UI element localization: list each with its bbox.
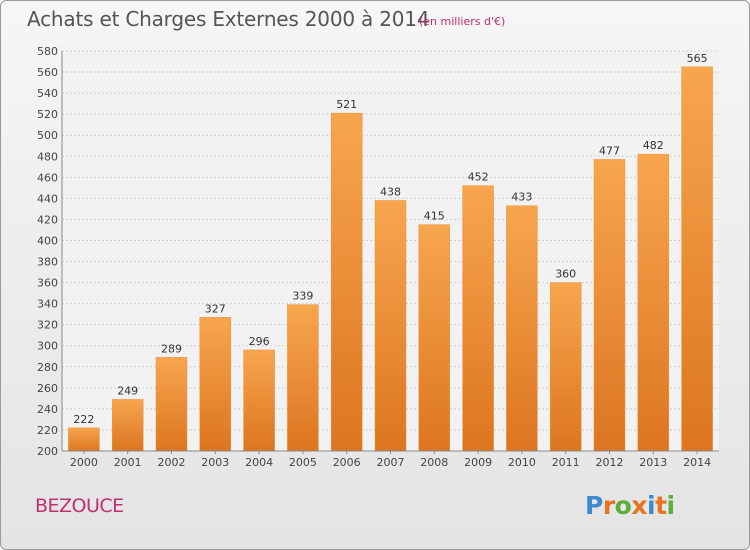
bar [111,399,144,452]
y-tick-label: 540 [37,87,58,100]
logo-letter: x [631,491,647,520]
x-tick-label: 2013 [639,456,667,469]
x-tick-label: 2004 [245,456,273,469]
y-tick-label: 220 [37,424,58,437]
x-tick-label: 2009 [464,456,492,469]
y-tick-label: 240 [37,403,58,416]
y-tick-label: 520 [37,108,58,121]
x-tick-label: 2000 [70,456,98,469]
value-label: 339 [292,290,313,303]
y-tick-label: 580 [37,45,58,58]
x-tick-label: 2001 [114,456,142,469]
y-tick-label: 280 [37,361,58,374]
logo-letter: i [647,491,656,520]
x-tick-label: 2006 [333,456,361,469]
y-tick-label: 320 [37,319,58,332]
y-tick-label: 440 [37,192,58,205]
y-tick-label: 200 [37,445,58,458]
y-tick-label: 360 [37,277,58,290]
y-tick-label: 300 [37,340,58,353]
y-tick-label: 480 [37,150,58,163]
proxiti-logo[interactable]: Proxiti [585,491,675,520]
chart-title: Achats et Charges Externes 2000 à 2014 [27,7,430,31]
y-tick-label: 420 [37,213,58,226]
bar [374,200,407,452]
x-tick-label: 2008 [420,456,448,469]
bar [506,205,538,452]
bar [287,304,319,452]
value-label: 222 [73,413,94,426]
value-label: 565 [687,52,708,65]
logo-letter: o [614,491,632,520]
value-label: 433 [511,191,532,204]
value-label: 360 [555,268,576,281]
value-label: 296 [249,335,270,348]
bar [199,317,232,452]
bar [637,153,670,452]
x-tick-label: 2005 [289,456,317,469]
x-tick-label: 2002 [158,456,186,469]
value-label: 249 [117,384,138,397]
commune-name: BEZOUCE [35,495,124,517]
value-label: 477 [599,144,620,157]
x-tick-label: 2014 [683,456,711,469]
y-tick-label: 380 [37,256,58,269]
logo-letter: r [602,491,615,520]
chart-subtitle: (en milliers d'€) [419,15,506,28]
x-tick-label: 2010 [508,456,536,469]
bar [593,159,626,452]
axes: 200 220 240 260 280 300 320 340 360 380 400 420 440 4… [37,45,719,469]
y-tick-label: 500 [37,129,58,142]
value-label: 482 [643,139,664,152]
bar [68,427,100,452]
x-tick-label: 2007 [377,456,405,469]
logo-letter: i [666,491,676,520]
y-tick-label: 460 [37,171,58,184]
y-tick-label: 260 [37,382,58,395]
x-tick-label: 2003 [201,456,229,469]
bar [243,349,275,452]
bar [462,185,494,452]
y-tick-label: 400 [37,234,58,247]
value-label: 289 [161,342,182,355]
bar [418,224,451,452]
bars: 222 249 289 327 296 339 521 438 415 452 433 360 477 4… [68,52,713,452]
x-tick-label: 2012 [596,456,624,469]
value-label: 438 [380,185,401,198]
bar [549,282,582,452]
value-label: 452 [468,171,489,184]
value-label: 327 [205,302,226,315]
logo-letter: P [585,491,603,520]
value-label: 415 [424,210,445,223]
bar [330,112,363,452]
value-label: 521 [336,98,357,111]
bar [155,357,188,452]
logo-letter: t [655,491,667,520]
bar [681,66,713,452]
y-tick-label: 340 [37,298,58,311]
y-tick-label: 560 [37,66,58,79]
x-tick-label: 2011 [552,456,580,469]
